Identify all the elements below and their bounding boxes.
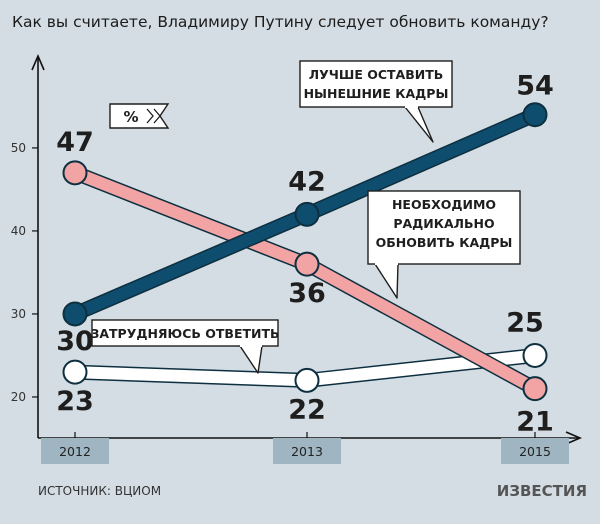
series-group: 23 22 25 47 36 21 30 42 54 bbox=[56, 71, 554, 438]
y-ticks: 20 30 40 50 bbox=[11, 141, 38, 404]
data-point-2015 bbox=[522, 102, 548, 128]
data-label-2012: 47 bbox=[56, 127, 94, 158]
y-axis-arrow bbox=[31, 53, 45, 71]
data-label-2015: 25 bbox=[506, 307, 544, 338]
unit-badge-text: % bbox=[123, 108, 138, 126]
series-лучше-оставить-нынешние-кадры: 30 42 54 bbox=[56, 71, 554, 357]
data-point-2012 bbox=[62, 160, 88, 186]
x-tick-box-2015 bbox=[501, 438, 569, 464]
data-point-2012 bbox=[62, 359, 88, 385]
data-point-2015 bbox=[522, 376, 548, 402]
x-tick-2012: 2012 bbox=[59, 444, 91, 459]
callout-line-2: РАДИКАЛЬНО bbox=[393, 216, 494, 231]
data-point-2013 bbox=[294, 367, 320, 393]
series-необходимо-радикально-обновить-кадры: 47 36 21 bbox=[56, 127, 554, 438]
y-tick-50: 50 bbox=[11, 141, 26, 155]
callout-box bbox=[367, 190, 521, 265]
x-ticks: 2012 2013 2015 bbox=[41, 432, 569, 464]
chart-title: Как вы считаете, Владимиру Путину следуе… bbox=[12, 13, 549, 31]
data-label-2013: 36 bbox=[288, 278, 326, 309]
data-label-2015: 54 bbox=[516, 71, 554, 102]
izvestia-logo: ИЗВЕСТИЯ bbox=[497, 482, 587, 500]
callout-затрудняюсь-ответить: ЗАТРУДНЯЮСЬ ОТВЕТИТЬ bbox=[90, 319, 280, 374]
unit-badge: % bbox=[109, 103, 170, 129]
callout-pointer bbox=[404, 106, 434, 143]
data-point-2013 bbox=[294, 201, 320, 227]
x-tick-2013: 2013 bbox=[291, 444, 323, 459]
data-label-2013: 42 bbox=[288, 166, 326, 197]
x-tick-box-2013 bbox=[273, 438, 341, 464]
data-label-2012: 23 bbox=[56, 386, 94, 417]
unit-badge-shape bbox=[109, 103, 170, 129]
y-tick-20: 20 bbox=[11, 390, 26, 404]
chevron-icon bbox=[146, 108, 161, 124]
data-point-2012 bbox=[62, 301, 88, 327]
x-tick-2015: 2015 bbox=[519, 444, 551, 459]
data-label-2015: 21 bbox=[516, 407, 554, 438]
source-label: ИСТОЧНИК: ВЦИОМ bbox=[38, 484, 161, 498]
series-затрудняюсь-ответить: 23 22 25 bbox=[56, 307, 548, 425]
callout-box bbox=[91, 319, 279, 347]
x-tick-box-2012 bbox=[41, 438, 109, 464]
callout-line-1: ЛУЧШЕ ОСТАВИТЬ bbox=[309, 67, 444, 82]
callout-pointer bbox=[374, 263, 399, 299]
data-label-2013: 22 bbox=[288, 394, 326, 425]
x-axis-arrow bbox=[565, 431, 583, 445]
callout-pointer bbox=[239, 345, 263, 374]
callout-line-1: НЕОБХОДИМО bbox=[392, 197, 496, 212]
callout-box bbox=[299, 60, 453, 108]
logo-text: ИЗВЕСТИЯ bbox=[497, 482, 587, 500]
callout-необходимо-радикально-обновить-кадры: НЕОБХОДИМО РАДИКАЛЬНО ОБНОВИТЬ КАДРЫ bbox=[367, 190, 521, 299]
y-tick-40: 40 bbox=[11, 224, 26, 238]
callouts: ЛУЧШЕ ОСТАВИТЬ НЫНЕШНИЕ КАДРЫ НЕОБХОДИМО РА… bbox=[90, 60, 521, 374]
y-tick-30: 30 bbox=[11, 307, 26, 321]
data-point-2013 bbox=[294, 251, 320, 277]
callout-line-2: НЫНЕШНИЕ КАДРЫ bbox=[304, 86, 449, 101]
callout-line-1: ЗАТРУДНЯЮСЬ ОТВЕТИТЬ bbox=[90, 326, 279, 341]
callout-лучше-оставить-нынешние-кадры: ЛУЧШЕ ОСТАВИТЬ НЫНЕШНИЕ КАДРЫ bbox=[299, 60, 453, 143]
data-point-2015 bbox=[522, 342, 548, 368]
callout-line-3: ОБНОВИТЬ КАДРЫ bbox=[376, 235, 513, 250]
data-label-2012: 30 bbox=[56, 326, 94, 357]
